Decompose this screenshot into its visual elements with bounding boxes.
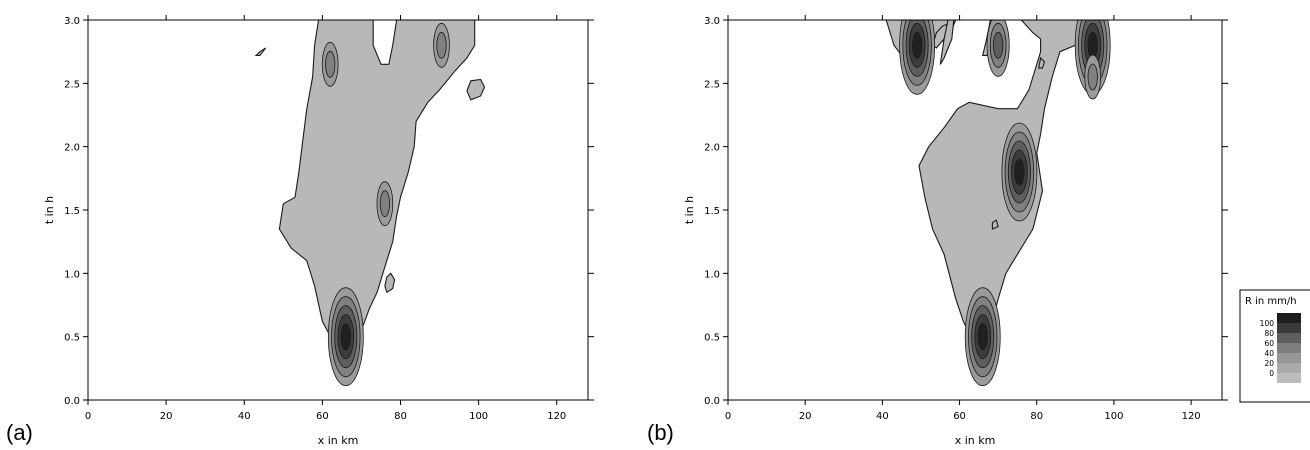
colorbar-swatch-1 [1277, 323, 1301, 333]
y-tick-label: 0.5 [704, 333, 720, 344]
rain-free-hole-0 [372, 20, 398, 65]
y-tick-label: 2.5 [704, 79, 720, 90]
x-tick-label: 120 [1182, 411, 1201, 422]
x-tick-label: 60 [953, 411, 966, 422]
x-axis-label: x in km [955, 434, 996, 447]
colorbar-swatch-6 [1277, 373, 1301, 383]
legend-title: R in mm/h [1245, 296, 1297, 307]
x-tick-label: 0 [725, 411, 731, 422]
y-tick-label: 0.0 [704, 396, 720, 407]
y-tick-label: 1.0 [64, 269, 80, 280]
y-axis-label: t in h [683, 196, 696, 224]
chart-panel-b: 0 20 40 60 80 100 120 0.0 0.5 1.0 1.5 2.0 2.5 3.0 x in… [683, 15, 1228, 447]
rain-field [254, 20, 486, 387]
y-tick-label: 3.0 [704, 16, 720, 27]
rain-region-0 [466, 78, 486, 101]
colorbar-swatch-3 [1277, 343, 1301, 353]
colorbar-tick-label: 20 [1264, 359, 1274, 368]
x-tick-label: 20 [799, 411, 812, 422]
y-tick-label: 1.5 [64, 206, 80, 217]
intense-cell-1-level-1 [379, 190, 390, 218]
chart-panel-a: 0 20 40 60 80 100 120 0.0 0.5 1.0 1.5 2.0 2.5 3.0 x in… [43, 15, 594, 447]
y-tick-label: 2.0 [704, 143, 720, 154]
colorbar-tick-label: 0 [1269, 369, 1274, 378]
x-tick-label: 60 [316, 411, 329, 422]
colorbar-tick-label: 80 [1264, 329, 1274, 338]
rain-region-6 [991, 219, 999, 230]
rain-region-2 [384, 272, 396, 294]
x-tick-label: 40 [238, 411, 251, 422]
intense-cell-0-level-4 [340, 323, 351, 351]
x-tick-label: 100 [469, 411, 488, 422]
rain-region-main [278, 20, 476, 360]
intense-cell-1-level-4 [1014, 158, 1025, 186]
intense-cell-3-level-1 [436, 31, 447, 59]
colorbar-tick-label: 100 [1260, 319, 1275, 328]
y-tick-label: 1.5 [704, 206, 720, 217]
y-tick-label: 2.0 [64, 143, 80, 154]
x-tick-label: 40 [876, 411, 889, 422]
x-tick-label: 80 [394, 411, 407, 422]
intense-cell-5-level-1 [1087, 63, 1098, 91]
y-tick-label: 3.0 [64, 16, 80, 27]
y-tick-label: 2.5 [64, 79, 80, 90]
intense-cell-4-level-2 [993, 31, 1004, 59]
colorbar-tick-label: 40 [1264, 349, 1274, 358]
rain-region-1 [254, 47, 267, 57]
x-tick-label: 0 [85, 411, 91, 422]
x-axis-label: x in km [318, 434, 359, 447]
y-tick-label: 0.5 [64, 333, 80, 344]
intense-cell-0-level-4 [977, 323, 988, 351]
x-tick-label: 80 [1030, 411, 1043, 422]
y-tick-label: 1.0 [704, 269, 720, 280]
x-tick-label: 20 [160, 411, 173, 422]
intense-cell-3-level-4 [1087, 31, 1098, 59]
x-tick-label: 120 [547, 411, 566, 422]
colorbar-tick-label: 60 [1264, 339, 1274, 348]
colorbar-swatch-2 [1277, 333, 1301, 343]
rain-field [885, 20, 1111, 387]
intense-cell-2-level-1 [325, 50, 336, 78]
panel-label-b: (b) [647, 420, 674, 445]
intense-cell-2-level-4 [912, 31, 923, 59]
x-tick-label: 100 [1104, 411, 1123, 422]
y-axis-label: t in h [43, 196, 56, 224]
rain-region-2 [939, 20, 955, 65]
y-tick-label: 0.0 [64, 396, 80, 407]
panel-label-a: (a) [6, 420, 33, 445]
rain-region-4 [1038, 56, 1046, 69]
colorbar-swatch-5 [1277, 363, 1301, 373]
colorbar-swatch-0 [1277, 313, 1301, 323]
colorbar-swatch-4 [1277, 353, 1301, 363]
